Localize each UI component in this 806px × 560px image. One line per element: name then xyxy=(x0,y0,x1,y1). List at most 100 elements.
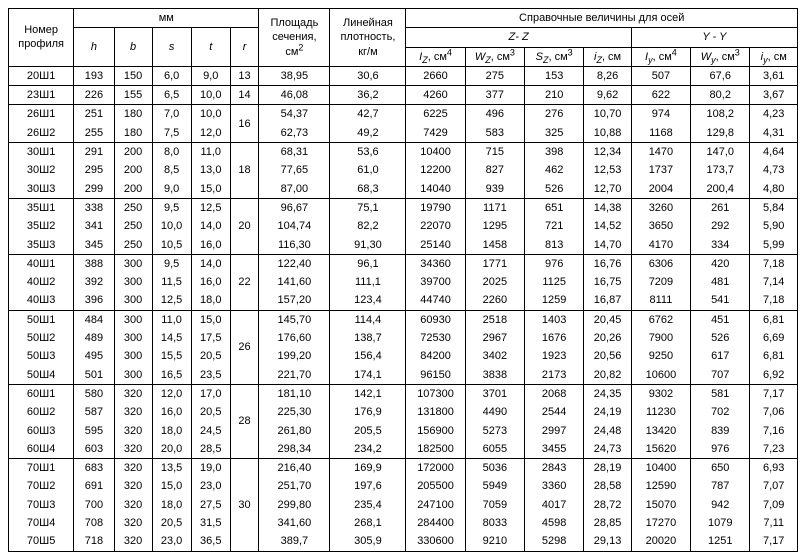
cell: 305,9 xyxy=(330,532,406,551)
cell: 172000 xyxy=(406,459,465,478)
table-row: 50Ш148430011,015,026145,70114,4609302518… xyxy=(9,310,798,329)
cell: 5036 xyxy=(465,459,524,478)
cell: 16,75 xyxy=(584,273,631,291)
cell: 35Ш3 xyxy=(9,236,74,255)
cell: 7,18 xyxy=(750,291,798,310)
cell: 77,65 xyxy=(259,161,330,179)
col-group-yy: Y - Y xyxy=(631,28,797,47)
cell: 68,31 xyxy=(259,143,330,162)
cell: 141,60 xyxy=(259,273,330,291)
table-row: 30Ш32992009,015,087,0068,31404093952612,… xyxy=(9,180,798,199)
cell: 251 xyxy=(74,105,114,124)
cell: 30Ш2 xyxy=(9,161,74,179)
cell: 7,0 xyxy=(152,105,191,124)
cell: 34360 xyxy=(406,254,465,273)
cell: 180 xyxy=(114,124,152,143)
col-Wz: WZ, см3 xyxy=(465,47,524,66)
cell: 3838 xyxy=(465,366,524,385)
cell: 839 xyxy=(691,422,750,440)
cell: 147,0 xyxy=(691,143,750,162)
cell: 10,88 xyxy=(584,124,631,143)
cell: 50Ш3 xyxy=(9,347,74,365)
cell: 6306 xyxy=(631,254,690,273)
cell: 976 xyxy=(691,440,750,459)
cell: 6055 xyxy=(465,440,524,459)
cell: 3,61 xyxy=(750,66,798,85)
cell: 131800 xyxy=(406,403,465,421)
cell: 205,5 xyxy=(330,422,406,440)
cell: 23,0 xyxy=(152,532,191,551)
cell: 250 xyxy=(114,217,152,235)
cell: 235,4 xyxy=(330,496,406,514)
cell: 275 xyxy=(465,66,524,85)
cell: 10400 xyxy=(406,143,465,162)
cell: 16,0 xyxy=(152,403,191,421)
cell: 129,8 xyxy=(691,124,750,143)
cell: 7,23 xyxy=(750,440,798,459)
cell: 8,26 xyxy=(584,66,631,85)
cell: 49,2 xyxy=(330,124,406,143)
cell: 2068 xyxy=(525,384,584,403)
profile-table: Номер профиля мм Площадь сечения, см2 Ли… xyxy=(8,8,798,552)
cell: 15,0 xyxy=(152,477,191,495)
cell: 96150 xyxy=(406,366,465,385)
cell: 225,30 xyxy=(259,403,330,421)
cell-r: 22 xyxy=(230,254,258,310)
cell: 25140 xyxy=(406,236,465,255)
cell: 7,07 xyxy=(750,477,798,495)
cell: 7,17 xyxy=(750,384,798,403)
cell: 5,90 xyxy=(750,217,798,235)
cell: 392 xyxy=(74,273,114,291)
table-row: 20Ш11931506,09,01338,9530,626602751538,2… xyxy=(9,66,798,85)
cell: 19,0 xyxy=(191,459,230,478)
col-profile-no: Номер профиля xyxy=(9,9,74,67)
col-s: s xyxy=(152,28,191,67)
cell: 7900 xyxy=(631,329,690,347)
col-lindensity: Линейная плотность, кг/м xyxy=(330,9,406,67)
cell: 2967 xyxy=(465,329,524,347)
cell: 70Ш5 xyxy=(9,532,74,551)
cell: 5298 xyxy=(525,532,584,551)
cell: 24,5 xyxy=(191,422,230,440)
cell: 2004 xyxy=(631,180,690,199)
cell: 1079 xyxy=(691,514,750,532)
cell: 111,1 xyxy=(330,273,406,291)
cell: 651 xyxy=(525,198,584,217)
cell: 20,5 xyxy=(152,514,191,532)
table-row: 70Ш571832023,036,5389,7305,9330600921052… xyxy=(9,532,798,551)
cell: 974 xyxy=(631,105,690,124)
cell: 1171 xyxy=(465,198,524,217)
cell: 7,14 xyxy=(750,273,798,291)
cell: 6,5 xyxy=(152,86,191,105)
cell: 20,0 xyxy=(152,440,191,459)
cell: 181,10 xyxy=(259,384,330,403)
cell: 114,4 xyxy=(330,310,406,329)
cell-r: 20 xyxy=(230,198,258,254)
cell: 300 xyxy=(114,291,152,310)
cell: 702 xyxy=(691,403,750,421)
cell: 3402 xyxy=(465,347,524,365)
table-row: 50Ш450130016,523,5221,70174,196150383821… xyxy=(9,366,798,385)
cell: 30,6 xyxy=(330,66,406,85)
table-row: 50Ш349530015,520,5199,20156,484200340219… xyxy=(9,347,798,365)
table-row: 70Ш168332013,519,030216,40169,9172000503… xyxy=(9,459,798,478)
table-row: 60Ш460332020,028,5298,34234,218250060553… xyxy=(9,440,798,459)
col-area: Площадь сечения, см2 xyxy=(259,9,330,67)
cell: 6,81 xyxy=(750,347,798,365)
cell: 54,37 xyxy=(259,105,330,124)
table-row: 35Ш334525010,516,0116,3091,3025140145881… xyxy=(9,236,798,255)
cell: 197,6 xyxy=(330,477,406,495)
cell: 12,34 xyxy=(584,143,631,162)
cell: 6,93 xyxy=(750,459,798,478)
cell: 2660 xyxy=(406,66,465,85)
cell: 11,5 xyxy=(152,273,191,291)
cell: 462 xyxy=(525,161,584,179)
cell: 8111 xyxy=(631,291,690,310)
cell: 169,9 xyxy=(330,459,406,478)
cell: 30Ш3 xyxy=(9,180,74,199)
cell: 87,00 xyxy=(259,180,330,199)
cell: 123,4 xyxy=(330,291,406,310)
cell: 7209 xyxy=(631,273,690,291)
cell: 15,0 xyxy=(191,310,230,329)
col-b: b xyxy=(114,28,152,67)
